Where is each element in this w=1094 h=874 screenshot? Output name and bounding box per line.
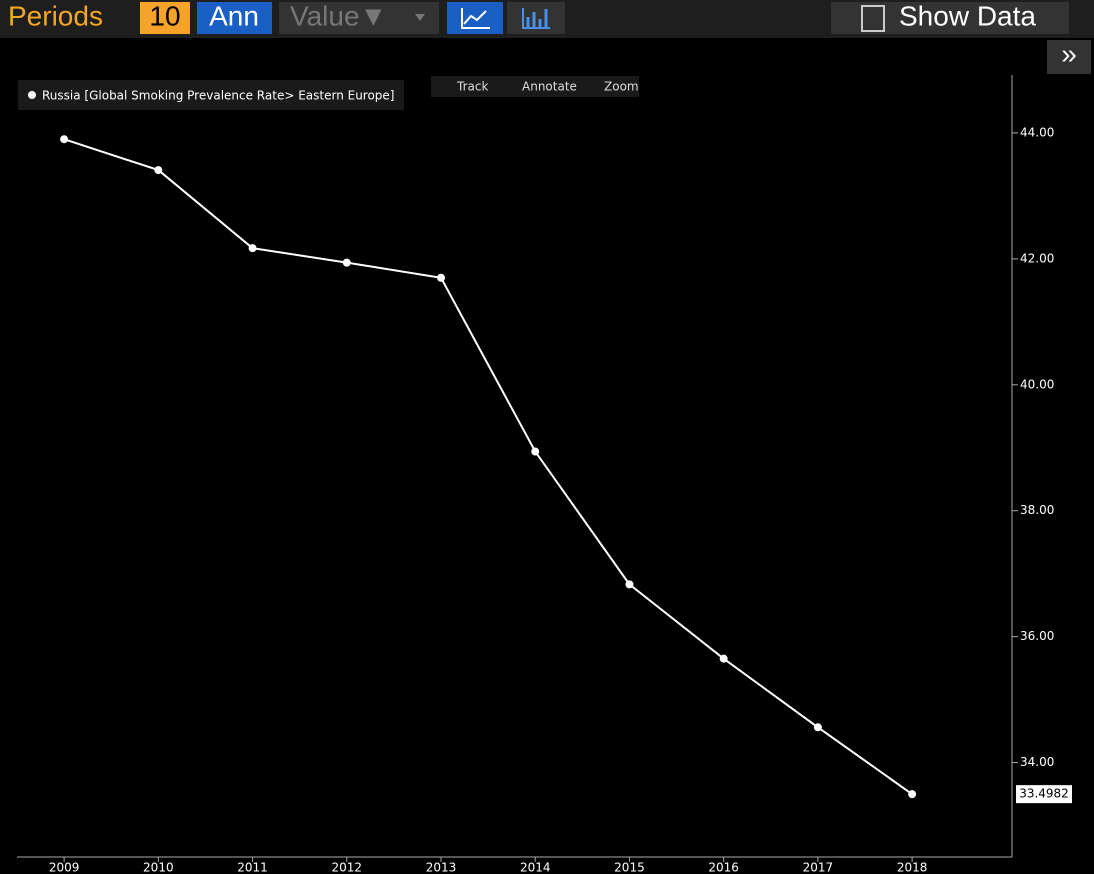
y-tick-label: 44.00	[1020, 125, 1054, 139]
point	[60, 135, 69, 144]
dropdown-arrow	[415, 14, 425, 21]
x-tick-label: 2018	[897, 861, 928, 874]
frequency-button[interactable]	[197, 2, 272, 34]
point	[908, 790, 917, 799]
x-tick-label: 2017	[803, 861, 834, 874]
x-tick-label: 2009	[49, 861, 80, 874]
point	[342, 258, 351, 267]
periods-value[interactable]: 10	[149, 0, 180, 31]
bar-icon	[526, 9, 548, 27]
chart-tools	[431, 76, 639, 97]
point	[625, 580, 634, 589]
x-tick-label: 2013	[426, 861, 457, 874]
chart-tool[interactable]: Annotate	[522, 80, 577, 94]
x-tick-label: 2010	[143, 861, 174, 874]
doc-icon	[861, 5, 885, 32]
line	[63, 138, 913, 795]
show-data[interactable]: Show Data	[899, 0, 1036, 31]
chart-tool[interactable]: Zoom	[604, 80, 639, 94]
x-tick-label: 2016	[708, 861, 739, 874]
bar-icon-axis	[522, 8, 550, 29]
point	[248, 244, 257, 253]
y-tick-label: 36.00	[1020, 629, 1054, 643]
x-tick-label: 2012	[332, 861, 363, 874]
bar-chart-button[interactable]	[507, 2, 565, 34]
y-tick-label: 42.00	[1020, 251, 1054, 265]
point	[437, 273, 446, 282]
x-tick-label: 2014	[520, 861, 551, 874]
point	[813, 723, 822, 732]
chart-tool[interactable]: Track	[456, 80, 488, 94]
periods-label: Periods	[8, 0, 103, 31]
mode[interactable]: Value▼	[290, 0, 387, 31]
frequency[interactable]: Ann	[209, 0, 259, 31]
last-value-tag	[1016, 785, 1072, 804]
show-data-button[interactable]	[831, 2, 1069, 34]
line-icon	[461, 8, 490, 29]
x-tick-label: 2015	[614, 861, 645, 874]
mode-dropdown[interactable]	[279, 2, 439, 34]
legend	[18, 80, 404, 110]
periods-box[interactable]	[140, 2, 190, 34]
expand-button[interactable]	[1047, 40, 1091, 74]
last-value: 33.4982	[1019, 787, 1069, 801]
x-tick-label: 2011	[237, 861, 268, 874]
point	[531, 447, 540, 456]
legend-label: Russia [Global Smoking Prevalence Rate> …	[42, 89, 395, 103]
y-tick-label: 40.00	[1020, 377, 1054, 391]
legend-marker	[28, 91, 36, 99]
y-tick-label: 34.00	[1020, 755, 1054, 769]
point	[719, 654, 728, 663]
expand[interactable]: »	[1061, 38, 1077, 69]
y-tick-label: 38.00	[1020, 503, 1054, 517]
point	[154, 166, 163, 175]
